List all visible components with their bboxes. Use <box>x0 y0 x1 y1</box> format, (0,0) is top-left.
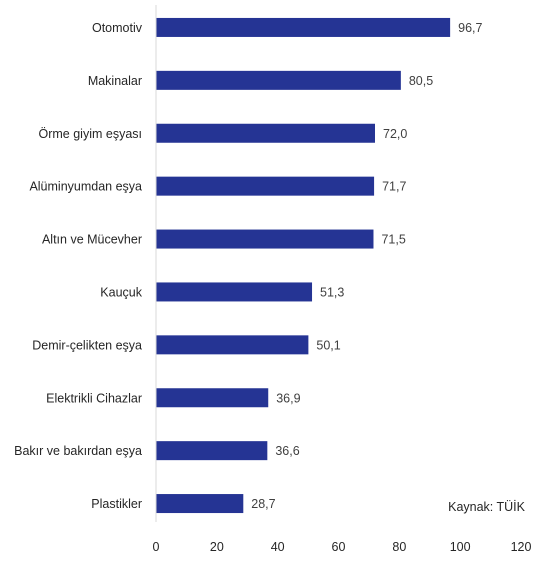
value-label: 96,7 <box>458 21 482 35</box>
x-tick-label: 100 <box>450 540 471 554</box>
value-label: 71,5 <box>381 233 405 247</box>
bar <box>156 282 313 302</box>
value-label: 36,9 <box>276 391 300 405</box>
x-tick-label: 120 <box>511 540 532 554</box>
value-label: 80,5 <box>409 74 433 88</box>
category-label: Alüminyumdan eşya <box>29 180 142 194</box>
category-label: Örme giyim eşyası <box>39 127 143 141</box>
x-tick-label: 60 <box>332 540 346 554</box>
bar <box>156 388 269 408</box>
bar <box>156 17 451 37</box>
category-label: Elektrikli Cihazlar <box>46 391 142 405</box>
x-tick-label: 20 <box>210 540 224 554</box>
bar <box>156 494 244 514</box>
value-label: 71,7 <box>382 180 406 194</box>
value-label: 36,6 <box>275 444 299 458</box>
bar <box>156 441 268 461</box>
x-tick-labels: 0 20 40 60 80 100 120 <box>153 540 532 554</box>
bar <box>156 335 309 355</box>
category-label: Makinalar <box>88 74 142 88</box>
value-labels: 96,7 80,5 72,0 71,7 71,5 51,3 50,1 36,9 36,6 28,7 <box>251 21 482 511</box>
category-label: Otomotiv <box>92 21 143 35</box>
bar <box>156 176 375 196</box>
bars-group <box>156 17 451 514</box>
bar <box>156 229 374 249</box>
x-tick-label: 80 <box>392 540 406 554</box>
bar <box>156 123 375 143</box>
bar <box>156 70 401 90</box>
x-tick-label: 0 <box>153 540 160 554</box>
source-note: Kaynak: TÜİK <box>448 500 525 514</box>
category-label: Kauçuk <box>100 285 142 299</box>
x-tick-label: 40 <box>271 540 285 554</box>
category-label: Bakır ve bakırdan eşya <box>14 444 142 458</box>
value-label: 72,0 <box>383 127 407 141</box>
category-labels: Otomotiv Makinalar Örme giyim eşyası Alümin… <box>14 21 143 511</box>
category-label: Altın ve Mücevher <box>42 233 142 247</box>
value-label: 51,3 <box>320 285 344 299</box>
category-label: Demir-çelikten eşya <box>32 338 142 352</box>
value-label: 28,7 <box>251 497 275 511</box>
value-label: 50,1 <box>316 338 340 352</box>
category-label: Plastikler <box>91 497 142 511</box>
